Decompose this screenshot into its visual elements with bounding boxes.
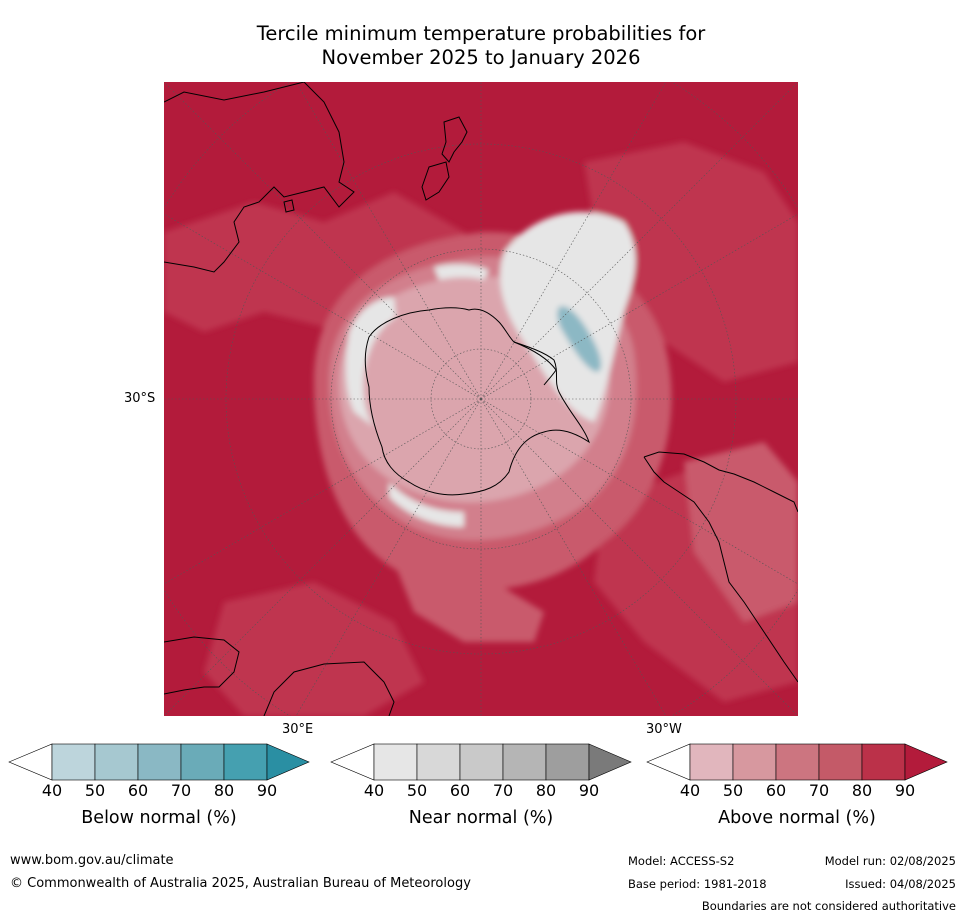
lat-30s-label: 30°S bbox=[124, 391, 156, 406]
cb-tick: 80 bbox=[851, 781, 873, 800]
lon-30w-label: 30°W bbox=[646, 722, 682, 737]
near-normal-40-region bbox=[434, 264, 489, 280]
below-cb-over bbox=[266, 743, 310, 781]
cb-tick: 80 bbox=[213, 781, 235, 800]
near-cb-under bbox=[330, 743, 375, 781]
antarctica-coastline bbox=[364, 307, 590, 496]
africa-coastline bbox=[164, 636, 395, 716]
tasmania-coastline bbox=[283, 199, 295, 213]
colorbar-below-normal bbox=[8, 743, 310, 781]
copyright-text: © Commonwealth of Australia 2025, Austra… bbox=[10, 876, 471, 891]
below-cb-40-50 bbox=[51, 743, 96, 781]
map-title: Tercile minimum temperature probabilitie… bbox=[164, 22, 798, 70]
title-line-1: Tercile minimum temperature probabilitie… bbox=[256, 22, 706, 45]
near-cb-80-90 bbox=[545, 743, 590, 781]
colorbar-above-svg bbox=[646, 743, 948, 781]
below-normal-60-region bbox=[557, 306, 602, 372]
cb-tick: 70 bbox=[492, 781, 514, 800]
title-line-2: November 2025 to January 2026 bbox=[321, 46, 641, 69]
model-run-text: Model run: 02/08/2025 bbox=[824, 854, 956, 868]
cb-tick: 50 bbox=[722, 781, 744, 800]
above-cb-50-60 bbox=[732, 743, 777, 781]
above-cb-under bbox=[646, 743, 691, 781]
above-normal-label: Above normal (%) bbox=[718, 808, 876, 828]
south-america-coastline bbox=[643, 451, 798, 683]
cb-tick: 40 bbox=[41, 781, 63, 800]
near-cb-over bbox=[588, 743, 632, 781]
near-cb-60-70 bbox=[459, 743, 504, 781]
cb-tick: 40 bbox=[363, 781, 385, 800]
cb-tick: 80 bbox=[535, 781, 557, 800]
cb-tick: 90 bbox=[578, 781, 600, 800]
near-cb-70-80 bbox=[502, 743, 547, 781]
probability-map bbox=[164, 82, 798, 716]
new-zealand-north-coastline bbox=[441, 116, 468, 163]
cb-tick: 50 bbox=[406, 781, 428, 800]
cb-tick: 60 bbox=[449, 781, 471, 800]
above-normal-70-region bbox=[394, 562, 544, 642]
below-normal-label: Below normal (%) bbox=[81, 808, 237, 828]
cb-tick: 90 bbox=[256, 781, 278, 800]
above-cb-80-90 bbox=[861, 743, 906, 781]
near-cb-50-60 bbox=[416, 743, 461, 781]
australia-coastline bbox=[164, 82, 355, 273]
above-cb-over bbox=[904, 743, 948, 781]
cb-tick: 50 bbox=[84, 781, 106, 800]
above-normal-70-region bbox=[684, 442, 798, 622]
above-cb-60-70 bbox=[775, 743, 820, 781]
cb-tick: 90 bbox=[894, 781, 916, 800]
cb-tick: 60 bbox=[127, 781, 149, 800]
near-cb-40-50 bbox=[373, 743, 418, 781]
colorbar-near-svg bbox=[330, 743, 632, 781]
colorbar-above-normal bbox=[646, 743, 948, 781]
above-normal-80-region bbox=[204, 582, 424, 716]
colorbar-below-svg bbox=[8, 743, 310, 781]
cb-tick: 70 bbox=[808, 781, 830, 800]
above-normal-80-region bbox=[584, 142, 798, 382]
above-cb-70-80 bbox=[818, 743, 863, 781]
disclaimer-text: Boundaries are not considered authoritat… bbox=[701, 899, 956, 913]
below-cb-70-80 bbox=[180, 743, 225, 781]
cb-tick: 70 bbox=[170, 781, 192, 800]
above-cb-40-50 bbox=[689, 743, 734, 781]
near-normal-label: Near normal (%) bbox=[408, 808, 554, 828]
graticule bbox=[164, 82, 798, 716]
below-cb-50-60 bbox=[94, 743, 139, 781]
cb-tick: 60 bbox=[765, 781, 787, 800]
below-cb-under bbox=[8, 743, 53, 781]
cb-tick: 40 bbox=[679, 781, 701, 800]
below-cb-80-90 bbox=[223, 743, 268, 781]
lon-30e-label: 30°E bbox=[282, 722, 314, 737]
new-zealand-south-coastline bbox=[421, 161, 450, 201]
website-link[interactable]: www.bom.gov.au/climate bbox=[10, 853, 174, 868]
map-canvas bbox=[164, 82, 798, 716]
near-normal-40-region bbox=[389, 482, 464, 527]
issued-text: Issued: 04/08/2025 bbox=[845, 877, 956, 891]
near-normal-40-region bbox=[345, 297, 396, 427]
model-text: Model: ACCESS-S2 bbox=[628, 854, 735, 868]
below-cb-60-70 bbox=[137, 743, 182, 781]
base-period-text: Base period: 1981-2018 bbox=[628, 877, 767, 891]
antarctic-peninsula-coastline bbox=[513, 341, 557, 386]
colorbar-near-normal bbox=[330, 743, 632, 781]
